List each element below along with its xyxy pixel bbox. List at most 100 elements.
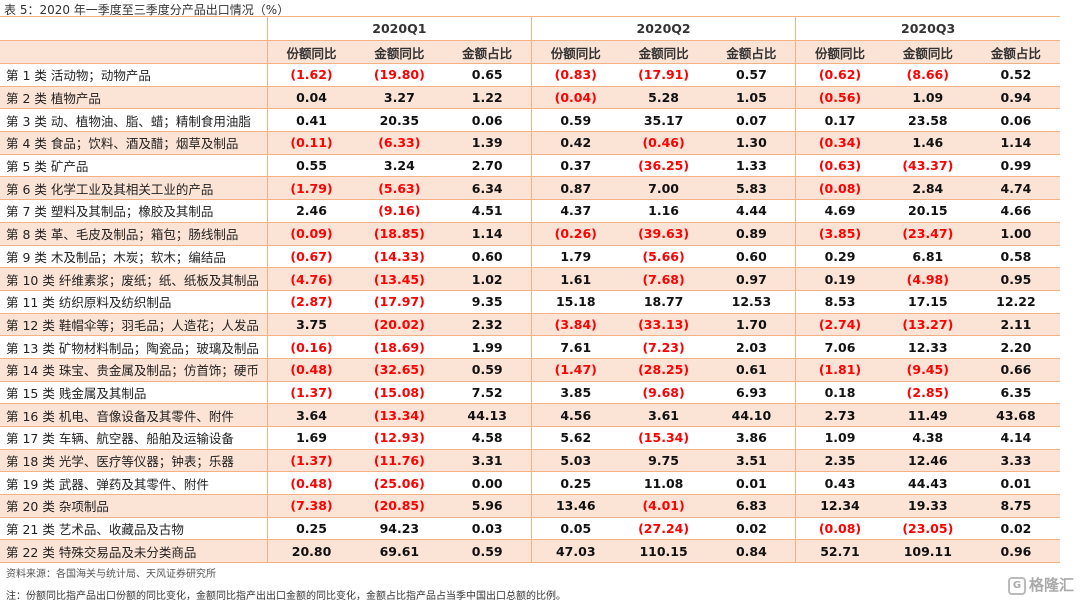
value-cell: 0.60 <box>707 245 796 269</box>
value-cell: 0.59 <box>530 108 620 133</box>
category-label: 第 5 类 矿产品 <box>0 154 268 178</box>
value-cell: 0.52 <box>971 63 1060 87</box>
value-cell: (20.02) <box>355 313 444 337</box>
value-cell: 0.89 <box>707 222 796 246</box>
category-label: 第 18 类 光学、医疗等仪器；钟表；乐器 <box>0 449 268 473</box>
value-cell: (23.47) <box>883 222 972 246</box>
value-cell: (0.34) <box>795 131 884 155</box>
table-row: 第 22 类 特殊交易品及未分类商品 20.80 69.61 0.59 47.03 110… <box>0 539 1060 564</box>
table-row: 第 13 类 矿物材料制品；陶瓷品；玻璃及制品 (0.16) (18.69) 1.99… <box>0 335 1060 359</box>
value-cell: (18.69) <box>355 335 444 359</box>
value-cell: 4.66 <box>971 199 1060 223</box>
value-cell: 2.46 <box>266 199 356 223</box>
logo-text: 格隆汇 <box>1028 576 1074 594</box>
value-cell: 3.51 <box>707 449 796 473</box>
value-cell: 2.35 <box>795 449 884 473</box>
value-cell: 0.19 <box>795 267 884 291</box>
value-cell: 0.03 <box>443 517 532 541</box>
category-label: 第 14 类 珠宝、贵金属及制品；仿首饰；硬币 <box>0 358 268 382</box>
value-cell: 0.66 <box>971 358 1060 382</box>
value-cell: 1.02 <box>443 267 532 291</box>
value-cell: 5.62 <box>530 426 620 450</box>
value-cell: 0.25 <box>266 517 356 541</box>
category-label: 第 12 类 鞋帽伞等；羽毛品；人造花；人发品 <box>0 313 268 337</box>
value-cell: 15.18 <box>530 290 620 314</box>
value-cell: (12.93) <box>355 426 444 450</box>
category-label: 第 3 类 动、植物油、脂、蜡；精制食用油脂 <box>0 108 268 133</box>
subheader: 金额同比 <box>883 40 972 64</box>
value-cell: 4.51 <box>443 199 532 223</box>
value-cell: 1.05 <box>707 86 796 110</box>
quarter-header-row: 2020Q1 2020Q2 2020Q3 <box>0 16 1060 41</box>
value-cell: 4.37 <box>530 199 620 223</box>
value-cell: 1.00 <box>971 222 1060 246</box>
value-cell: (8.66) <box>883 63 972 87</box>
value-cell: (43.37) <box>883 154 972 178</box>
value-cell: 0.65 <box>443 63 532 87</box>
value-cell: (1.62) <box>266 63 356 87</box>
value-cell: 0.59 <box>443 539 532 564</box>
category-label: 第 21 类 艺术品、收藏品及古物 <box>0 517 268 541</box>
value-cell: 1.79 <box>530 245 620 269</box>
value-cell: 0.41 <box>266 108 356 133</box>
category-label: 第 9 类 木及制品；木炭；软木；编结品 <box>0 245 268 269</box>
value-cell: (0.67) <box>266 245 356 269</box>
value-cell: (15.34) <box>619 426 708 450</box>
value-cell: 0.84 <box>707 539 796 564</box>
value-cell: 13.46 <box>530 494 620 518</box>
value-cell: (14.33) <box>355 245 444 269</box>
value-cell: 9.75 <box>619 449 708 473</box>
table-row: 第 18 类 光学、医疗等仪器；钟表；乐器 (1.37) (11.76) 3.31 5.… <box>0 449 1060 473</box>
value-cell: 6.83 <box>707 494 796 518</box>
value-cell: (7.23) <box>619 335 708 359</box>
value-cell: (7.68) <box>619 267 708 291</box>
category-label: 第 22 类 特殊交易品及未分类商品 <box>0 539 268 564</box>
value-cell: 2.11 <box>971 313 1060 337</box>
table-row: 第 6 类 化学工业及其相关工业的产品 (1.79) (5.63) 6.34 0.87 7… <box>0 176 1060 201</box>
category-label: 第 4 类 食品；饮料、酒及醋；烟草及制品 <box>0 131 268 155</box>
value-cell: (17.97) <box>355 290 444 314</box>
value-cell: (11.76) <box>355 449 444 473</box>
footnote: 注：份额同比指产品出口份额的同比变化，金额同比指产出出口金额的同比变化，金额占比… <box>6 591 566 602</box>
value-cell: 0.29 <box>795 245 884 269</box>
value-cell: 17.15 <box>883 290 972 314</box>
value-cell: 0.43 <box>795 471 884 496</box>
value-cell: 6.35 <box>971 381 1060 405</box>
category-label: 第 15 类 贱金属及其制品 <box>0 381 268 405</box>
value-cell: (4.76) <box>266 267 356 291</box>
value-cell: 12.33 <box>883 335 972 359</box>
value-cell: 0.06 <box>971 108 1060 133</box>
category-label: 第 20 类 杂项制品 <box>0 494 268 518</box>
value-cell: 23.58 <box>883 108 972 133</box>
table-row: 第 7 类 塑料及其制品；橡胶及其制品 2.46 (9.16) 4.51 4.37 1.1… <box>0 199 1060 223</box>
value-cell: 0.06 <box>443 108 532 133</box>
value-cell: 0.57 <box>707 63 796 87</box>
value-cell: 7.61 <box>530 335 620 359</box>
value-cell: (23.05) <box>883 517 972 541</box>
value-cell: 4.44 <box>707 199 796 223</box>
value-cell: 6.34 <box>443 176 532 201</box>
value-cell: (0.09) <box>266 222 356 246</box>
table-row: 第 21 类 艺术品、收藏品及古物 0.25 94.23 0.03 0.05 (27.24… <box>0 517 1060 541</box>
value-cell: (3.84) <box>530 313 620 337</box>
value-cell: 0.01 <box>971 471 1060 496</box>
value-cell: 12.46 <box>883 449 972 473</box>
value-cell: (5.66) <box>619 245 708 269</box>
value-cell: (27.24) <box>619 517 708 541</box>
value-cell: 0.42 <box>530 131 620 155</box>
value-cell: 0.37 <box>530 154 620 178</box>
value-cell: 12.53 <box>707 290 796 314</box>
subheader: 金额同比 <box>619 40 708 64</box>
value-cell: 0.99 <box>971 154 1060 178</box>
value-cell: 0.55 <box>266 154 356 178</box>
value-cell: 0.61 <box>707 358 796 382</box>
table-row: 第 19 类 武器、弹药及其零件、附件 (0.48) (25.06) 0.00 0.25… <box>0 471 1060 496</box>
value-cell: 5.28 <box>619 86 708 110</box>
table-row: 第 9 类 木及制品；木炭；软木；编结品 (0.67) (14.33) 0.60 1.7… <box>0 245 1060 269</box>
value-cell: (7.38) <box>266 494 356 518</box>
value-cell: 0.94 <box>971 86 1060 110</box>
category-label: 第 11 类 纺织原料及纺织制品 <box>0 290 268 314</box>
subheader: 金额占比 <box>971 40 1060 64</box>
table-row: 第 8 类 革、毛皮及制品；箱包；肠线制品 (0.09) (18.85) 1.14 (0… <box>0 222 1060 246</box>
category-label: 第 2 类 植物产品 <box>0 86 268 110</box>
